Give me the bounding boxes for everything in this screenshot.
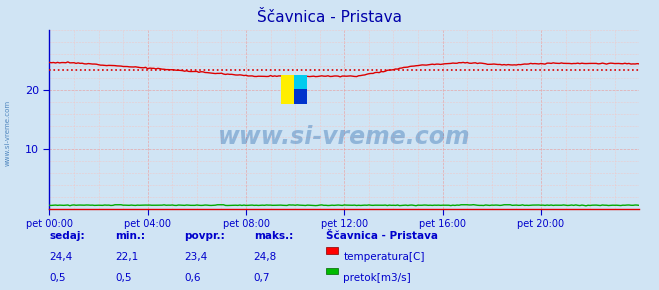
Text: 24,4: 24,4 — [49, 252, 72, 262]
Text: 0,6: 0,6 — [185, 273, 201, 282]
Text: www.si-vreme.com: www.si-vreme.com — [218, 126, 471, 149]
Text: 0,7: 0,7 — [254, 273, 270, 282]
Text: 24,8: 24,8 — [254, 252, 277, 262]
Text: 22,1: 22,1 — [115, 252, 138, 262]
Text: pretok[m3/s]: pretok[m3/s] — [343, 273, 411, 282]
Text: maks.:: maks.: — [254, 231, 293, 240]
Text: sedaj:: sedaj: — [49, 231, 85, 240]
Text: min.:: min.: — [115, 231, 146, 240]
Text: www.si-vreme.com: www.si-vreme.com — [5, 100, 11, 166]
Text: temperatura[C]: temperatura[C] — [343, 252, 425, 262]
Text: povpr.:: povpr.: — [185, 231, 225, 240]
Text: 0,5: 0,5 — [115, 273, 132, 282]
Bar — [294, 75, 307, 89]
Text: Ščavnica - Pristava: Ščavnica - Pristava — [257, 10, 402, 25]
Text: 0,5: 0,5 — [49, 273, 66, 282]
Bar — [281, 75, 294, 104]
Text: 23,4: 23,4 — [185, 252, 208, 262]
Bar — [294, 89, 307, 104]
Text: Ščavnica - Pristava: Ščavnica - Pristava — [326, 231, 438, 240]
